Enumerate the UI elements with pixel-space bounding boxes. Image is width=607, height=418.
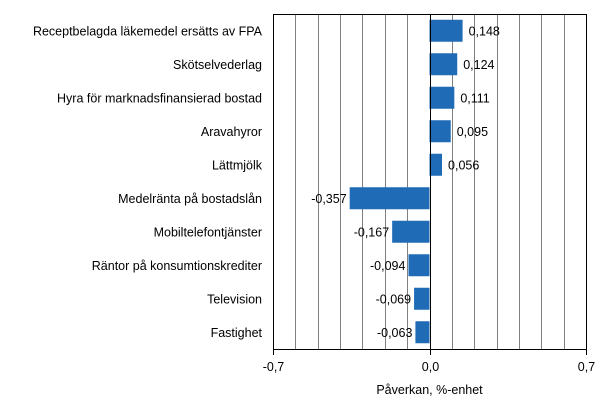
bar (415, 321, 430, 344)
x-tick-label: -0,7 (263, 360, 285, 374)
category-label: Television (207, 292, 262, 306)
data-label: 0,148 (469, 24, 500, 38)
data-label: -0,069 (376, 292, 411, 306)
bar (429, 86, 455, 109)
bar (429, 153, 443, 176)
x-tick-label: 0,7 (578, 360, 595, 374)
category-label: Lättmjölk (212, 158, 263, 172)
x-tick-label: 0,0 (422, 360, 439, 374)
bar (429, 19, 463, 42)
data-label: 0,095 (457, 125, 488, 139)
bar (349, 187, 430, 210)
category-label: Hyra för marknadsfinansierad bostad (57, 91, 262, 105)
data-label: -0,094 (370, 259, 405, 273)
data-label: -0,063 (377, 326, 412, 340)
x-axis-title: Påverkan, %-enhet (376, 383, 483, 397)
category-label: Räntor på konsumtionskrediter (92, 259, 262, 273)
category-labels: Receptbelagda läkemedel ersätts av FPA Sk… (33, 24, 263, 340)
data-label: -0,167 (354, 225, 389, 239)
data-label: 0,124 (463, 58, 494, 72)
category-label: Fastighet (211, 326, 263, 340)
bars (349, 14, 463, 349)
bar (408, 254, 430, 277)
bar (392, 220, 430, 243)
data-label: -0,357 (311, 192, 346, 206)
data-label: 0,056 (448, 158, 479, 172)
bar (429, 120, 451, 143)
data-label: 0,111 (460, 91, 489, 105)
category-label: Receptbelagda läkemedel ersätts av FPA (33, 24, 263, 38)
category-label: Mobiltelefontjänster (154, 225, 262, 239)
x-axis: -0,7 0,0 0,7 (263, 349, 595, 374)
bar (429, 53, 458, 76)
category-label: Medelränta på bostadslån (118, 192, 262, 206)
category-label: Skötselvederlag (173, 58, 262, 72)
value-labels: 0,148 0,124 0,111 0,095 0,056 -0,357 -0,167 -0,… (311, 24, 500, 340)
category-label: Aravahyror (201, 125, 262, 139)
bar (414, 287, 430, 310)
grid-lines (273, 14, 587, 350)
